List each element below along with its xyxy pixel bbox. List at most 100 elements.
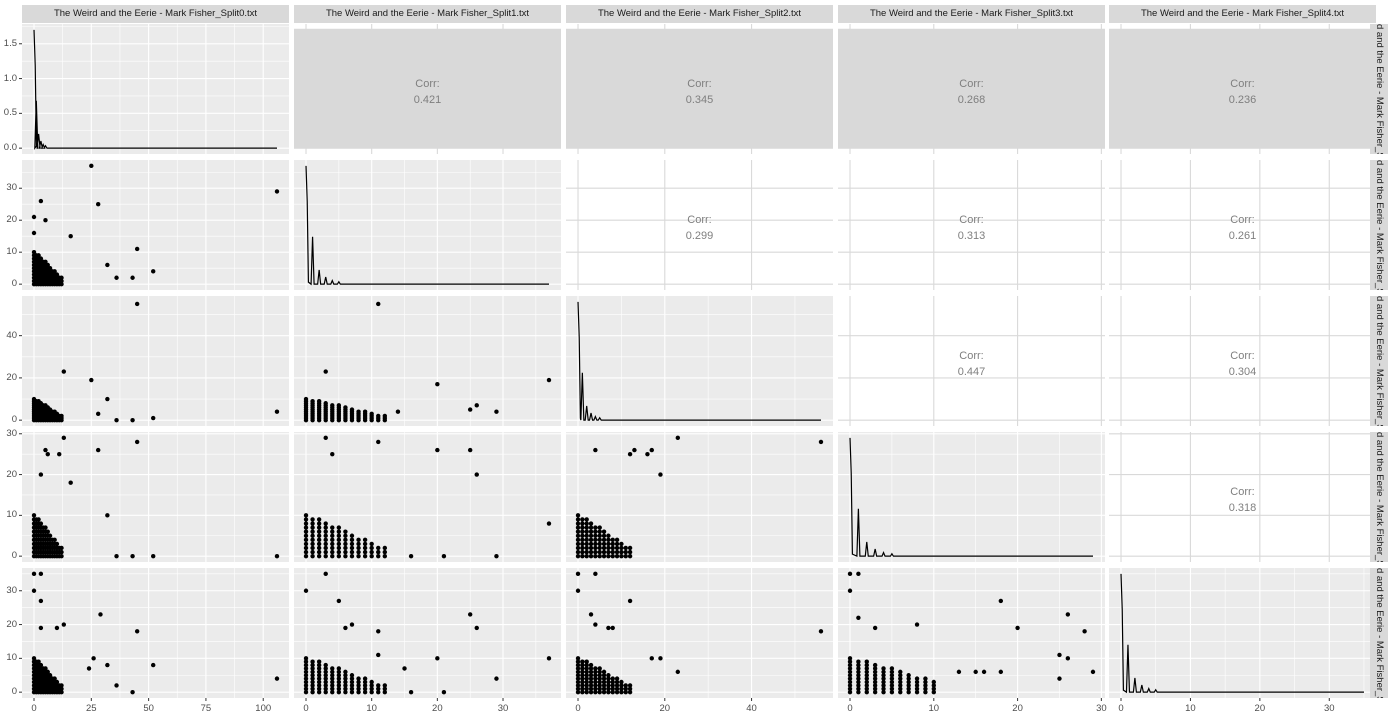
correlation-label: Corr: 0.236 bbox=[1109, 76, 1376, 108]
corr-title: Corr: bbox=[1230, 486, 1255, 498]
corr-title: Corr: bbox=[1230, 214, 1255, 226]
corr-value: 0.313 bbox=[957, 230, 986, 242]
corr-title: Corr: bbox=[1230, 350, 1255, 362]
panel-grid bbox=[1109, 296, 1376, 426]
column-strip-label: The Weird and the Eerie - Mark Fisher_Sp… bbox=[566, 5, 833, 23]
correlation-label: Corr: 0.304 bbox=[1109, 348, 1376, 380]
y-tick-label: 20 bbox=[6, 618, 17, 630]
panel-grid bbox=[566, 160, 833, 290]
row-strip-label: d and the Eerie - Mark Fisher_S bbox=[1370, 568, 1388, 698]
density-curve bbox=[305, 165, 549, 286]
corr-value: 0.304 bbox=[1228, 366, 1257, 378]
corr-title: Corr: bbox=[1230, 78, 1255, 90]
corr-value: 0.345 bbox=[685, 94, 714, 106]
y-tick-label: 1.5 bbox=[3, 37, 17, 49]
row-strip-label: d and the Eerie - Mark Fisher_S bbox=[1370, 296, 1388, 426]
x-tick-label: 100 bbox=[255, 703, 272, 714]
panel-grid bbox=[566, 432, 833, 562]
x-tick-label: 20 bbox=[1012, 703, 1023, 714]
column-strip-label: The Weird and the Eerie - Mark Fisher_Sp… bbox=[838, 5, 1105, 23]
scatter-points bbox=[31, 435, 280, 559]
scatter-points bbox=[303, 301, 552, 423]
panel-grid bbox=[838, 568, 1105, 698]
corr-title: Corr: bbox=[415, 78, 440, 90]
scatter-points bbox=[847, 571, 1096, 695]
panel-grid bbox=[22, 24, 289, 154]
correlation-label: Corr: 0.313 bbox=[838, 212, 1105, 244]
corr-title: Corr: bbox=[959, 214, 984, 226]
scatter-points bbox=[575, 435, 824, 559]
y-tick-label: 0.0 bbox=[3, 142, 17, 154]
corr-value: 0.447 bbox=[957, 366, 986, 378]
x-tick-label: 30 bbox=[497, 703, 509, 714]
y-tick-label: 30 bbox=[6, 182, 17, 194]
y-tick-label: 0 bbox=[11, 686, 17, 698]
y-tick-label: 20 bbox=[6, 468, 17, 480]
corr-value: 0.318 bbox=[1228, 502, 1257, 514]
corr-title: Corr: bbox=[959, 78, 984, 90]
panel-grid bbox=[838, 432, 1105, 562]
column-strip-label: The Weird and the Eerie - Mark Fisher_Sp… bbox=[22, 5, 289, 23]
panel-grid bbox=[294, 160, 561, 290]
panel-grid bbox=[838, 160, 1105, 290]
x-tick-label: 50 bbox=[143, 703, 154, 714]
x-tick-label: 0 bbox=[1118, 703, 1124, 714]
correlation-label: Corr: 0.421 bbox=[294, 76, 561, 108]
panel-grid bbox=[294, 24, 561, 154]
scatter-points bbox=[303, 435, 552, 559]
panel-grid bbox=[566, 296, 833, 426]
y-tick-label: 0.5 bbox=[3, 107, 17, 119]
scatter-points bbox=[31, 163, 280, 287]
x-tick-label: 0 bbox=[31, 703, 37, 714]
y-tick-label: 30 bbox=[6, 427, 17, 439]
x-tick-label: 0 bbox=[847, 703, 853, 714]
x-tick-label: 0 bbox=[303, 703, 309, 714]
corr-value: 0.299 bbox=[685, 230, 714, 242]
panel-grid bbox=[1109, 568, 1376, 698]
correlation-label: Corr: 0.268 bbox=[838, 76, 1105, 108]
corr-title: Corr: bbox=[687, 214, 712, 226]
density-curve bbox=[1120, 573, 1364, 694]
corr-title: Corr: bbox=[959, 350, 984, 362]
correlation-label: Corr: 0.261 bbox=[1109, 212, 1376, 244]
density-curve bbox=[849, 437, 1093, 558]
scatter-points bbox=[31, 301, 280, 423]
y-tick-label: 10 bbox=[6, 652, 17, 664]
panel-grid bbox=[22, 296, 289, 426]
corr-value: 0.236 bbox=[1228, 94, 1257, 106]
panel-grid bbox=[566, 568, 833, 698]
x-tick-label: 10 bbox=[928, 703, 940, 714]
panel-grid bbox=[22, 160, 289, 290]
corr-value: 0.268 bbox=[957, 94, 986, 106]
x-tick-label: 20 bbox=[1254, 703, 1266, 714]
row-strip-label: d and the Eerie - Mark Fisher_S bbox=[1370, 432, 1388, 562]
y-tick-label: 0 bbox=[11, 278, 17, 290]
row-strip-label: d and the Eerie - Mark Fisher_S bbox=[1370, 24, 1388, 154]
x-tick-label: 30 bbox=[1096, 703, 1107, 714]
row-strip-text: d and the Eerie - Mark Fisher_S bbox=[1374, 568, 1385, 698]
column-strip-label: The Weird and the Eerie - Mark Fisher_Sp… bbox=[1109, 5, 1376, 23]
corr-value: 0.261 bbox=[1228, 230, 1257, 242]
y-tick-label: 10 bbox=[6, 246, 17, 258]
y-tick-label: 10 bbox=[6, 509, 17, 521]
y-tick-label: 40 bbox=[6, 329, 17, 341]
correlation-label: Corr: 0.345 bbox=[566, 76, 833, 108]
corr-value: 0.421 bbox=[413, 94, 442, 106]
x-tick-label: 75 bbox=[200, 703, 212, 714]
panel-grid bbox=[294, 432, 561, 562]
x-tick-label: 40 bbox=[746, 703, 757, 714]
panel-grid bbox=[22, 568, 289, 698]
x-tick-label: 10 bbox=[366, 703, 377, 714]
row-strip-label: d and the Eerie - Mark Fisher_S bbox=[1370, 160, 1388, 290]
x-tick-label: 20 bbox=[659, 703, 671, 714]
x-tick-label: 30 bbox=[1323, 703, 1335, 714]
panel-grid bbox=[1109, 24, 1376, 154]
x-tick-label: 20 bbox=[432, 703, 443, 714]
y-tick-label: 30 bbox=[6, 584, 17, 596]
panel-grid bbox=[566, 24, 833, 154]
x-tick-label: 10 bbox=[1185, 703, 1196, 714]
y-tick-label: 1.0 bbox=[3, 72, 17, 84]
panel-grid bbox=[838, 296, 1105, 426]
correlation-label: Corr: 0.318 bbox=[1109, 484, 1376, 516]
